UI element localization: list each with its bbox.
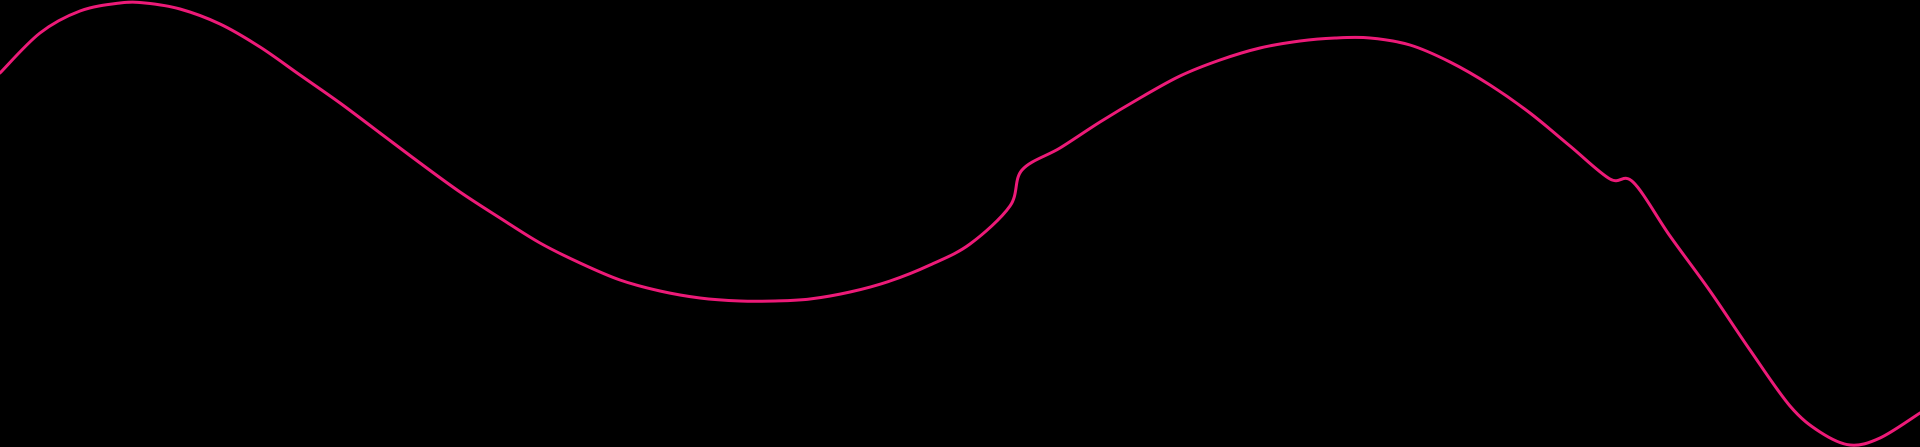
chart-canvas bbox=[0, 0, 1920, 447]
wave-plot-svg bbox=[0, 0, 1920, 447]
wave-curve-path bbox=[0, 0, 1920, 447]
plot-background bbox=[0, 0, 1920, 447]
